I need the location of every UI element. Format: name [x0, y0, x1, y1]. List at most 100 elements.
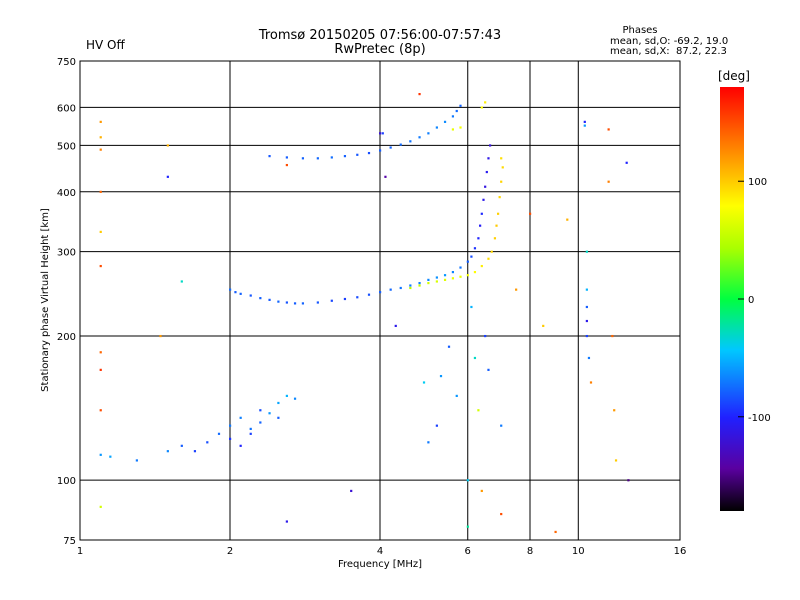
- data-point: [285, 163, 288, 167]
- y-tick-label: 300: [57, 248, 76, 259]
- data-point: [418, 136, 421, 139]
- data-point: [489, 144, 492, 147]
- data-point: [607, 180, 610, 183]
- data-point: [583, 124, 586, 127]
- data-point: [330, 156, 333, 159]
- data-point: [229, 437, 232, 440]
- data-point: [484, 334, 487, 338]
- data-point: [293, 397, 297, 400]
- x-tick-label: 6: [465, 546, 471, 557]
- data-point: [435, 126, 438, 129]
- data-point: [466, 274, 469, 277]
- data-point: [607, 128, 610, 131]
- data-point: [109, 455, 112, 458]
- data-point: [455, 394, 458, 398]
- data-point: [379, 149, 382, 152]
- data-point: [409, 286, 412, 290]
- x-axis-label: Frequency [MHz]: [338, 559, 422, 570]
- data-point: [356, 153, 359, 156]
- data-point: [455, 109, 458, 113]
- data-point: [427, 441, 430, 444]
- y-axis-label: Stationary phase Virtual Height [km]: [40, 208, 51, 392]
- data-point: [529, 212, 532, 215]
- stats-o: mean, sd,O: -69.2, 19.0: [610, 36, 728, 47]
- data-point: [343, 155, 347, 158]
- data-point: [585, 305, 588, 309]
- x-tick-label: 10: [572, 546, 585, 557]
- data-point: [330, 299, 333, 302]
- grid-lines: [80, 61, 680, 540]
- data-point: [285, 520, 288, 523]
- chart-subtitle: RwPretec (8p): [334, 42, 425, 57]
- data-point: [166, 144, 169, 147]
- data-point: [625, 161, 628, 164]
- data-point: [500, 180, 503, 183]
- data-point: [459, 126, 462, 129]
- data-point: [249, 427, 252, 431]
- data-point: [99, 351, 102, 354]
- data-point: [268, 412, 271, 415]
- data-point: [477, 237, 480, 240]
- data-point: [587, 356, 591, 360]
- data-point: [480, 212, 483, 215]
- data-point: [259, 409, 262, 412]
- data-point: [443, 278, 447, 281]
- data-point: [479, 224, 482, 227]
- data-point: [229, 424, 232, 427]
- data-point: [500, 424, 503, 427]
- data-point: [418, 92, 421, 96]
- data-point: [229, 288, 232, 291]
- data-point: [99, 136, 102, 139]
- data-point: [418, 284, 421, 287]
- data-point: [473, 247, 477, 250]
- data-point: [477, 409, 480, 412]
- data-point: [99, 264, 102, 268]
- data-point: [435, 280, 438, 283]
- data-point: [585, 288, 588, 291]
- data-point: [180, 280, 183, 283]
- data-point: [180, 444, 183, 447]
- stats-x: mean, sd,X: 87.2, 22.3: [610, 46, 727, 57]
- data-point: [249, 432, 252, 435]
- data-point: [293, 302, 297, 305]
- data-point: [350, 489, 353, 493]
- y-tick-label: 75: [63, 536, 76, 547]
- data-point: [379, 132, 382, 135]
- data-point: [99, 120, 102, 123]
- data-point: [422, 381, 426, 384]
- data-point: [166, 450, 169, 453]
- data-point: [484, 101, 487, 104]
- data-point: [427, 132, 430, 135]
- data-point: [487, 157, 490, 160]
- data-point: [399, 143, 402, 146]
- data-point: [495, 224, 498, 227]
- x-tick-label: 2: [227, 546, 233, 557]
- x-tick-label: 8: [527, 546, 533, 557]
- x-tick-label: 1: [77, 546, 83, 557]
- data-point: [500, 512, 503, 516]
- data-point: [451, 128, 455, 131]
- data-point: [443, 274, 447, 277]
- data-point: [439, 374, 443, 378]
- data-point: [498, 196, 501, 199]
- data-point: [566, 218, 569, 221]
- data-point: [470, 255, 473, 258]
- data-point: [99, 148, 102, 151]
- colorbar-label: [deg]: [718, 69, 750, 83]
- data-point: [135, 459, 138, 462]
- y-tick-label: 200: [57, 332, 76, 343]
- data-point: [367, 151, 371, 155]
- data-point: [99, 368, 102, 371]
- data-point: [399, 286, 402, 290]
- data-point: [389, 288, 392, 291]
- data-point: [418, 281, 421, 285]
- data-point: [99, 453, 102, 456]
- data-point: [585, 334, 588, 338]
- plot-frame: [79, 60, 681, 541]
- data-point: [285, 394, 288, 398]
- data-point: [583, 120, 586, 123]
- data-point: [447, 345, 451, 348]
- data-point: [301, 302, 305, 305]
- data-point: [482, 198, 485, 201]
- colorbar-tick-label: -100: [748, 413, 771, 424]
